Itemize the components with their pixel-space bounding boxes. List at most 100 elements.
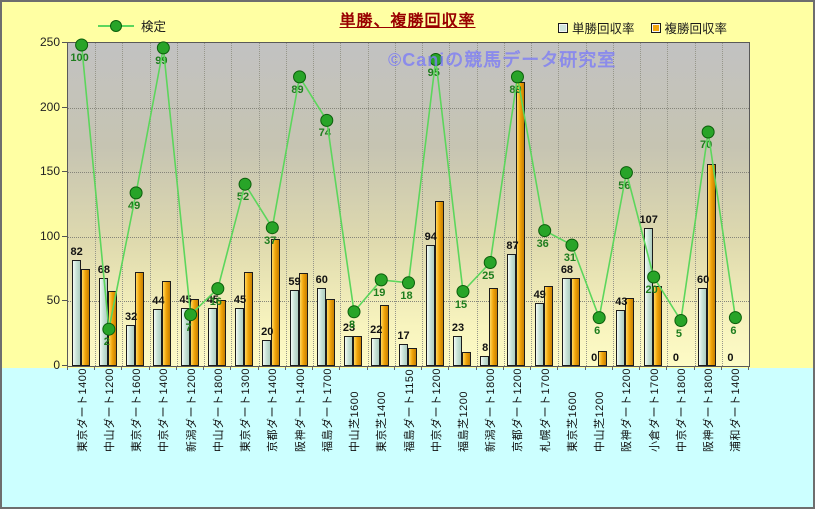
kentei-dot-2[interactable]: [129, 186, 143, 200]
gridline-v: [95, 43, 97, 366]
x-axis-label: 阪神ダート1400: [294, 368, 307, 452]
x-axis-label: 札幌ダート1700: [539, 368, 552, 452]
kentei-dot-1[interactable]: [102, 322, 116, 336]
bar-tansho-7[interactable]: [262, 340, 272, 366]
bar-fukusho-18[interactable]: [570, 278, 580, 366]
bar-tansho-20[interactable]: [616, 310, 626, 366]
x-axis-tick: [720, 366, 722, 370]
bar-fukusho-10[interactable]: [353, 336, 363, 366]
kentei-dot-20[interactable]: [619, 166, 633, 180]
bar-tansho-12[interactable]: [398, 344, 408, 366]
bar-tansho-9[interactable]: [316, 288, 326, 366]
kentei-dot-21[interactable]: [647, 270, 661, 284]
kentei-dot-24[interactable]: [728, 311, 742, 325]
bar-tansho-16[interactable]: [507, 253, 517, 366]
kentei-dot-19[interactable]: [592, 311, 606, 325]
watermark: ©Caniの競馬データ研究室: [388, 50, 617, 70]
legend-kentei[interactable]: 検定: [98, 16, 166, 35]
bar-tansho-2[interactable]: [126, 324, 136, 366]
kentei-dot-7[interactable]: [265, 221, 279, 235]
legend-entry-fukusho[interactable]: 複勝回収率: [650, 18, 728, 37]
bar-fukusho-8[interactable]: [298, 272, 308, 366]
x-axis-label: 東京ダート1300: [240, 368, 253, 452]
bar-fukusho-0[interactable]: [80, 269, 90, 366]
bar-tansho-18[interactable]: [561, 278, 571, 366]
plot-area[interactable]: 82 100 68 2 32 49 44 99 45 7 45 16 45 52 20 37 59 89 60 74 2…: [67, 38, 750, 367]
bar-fukusho-11[interactable]: [380, 305, 390, 366]
bar-fukusho-19[interactable]: [598, 350, 608, 366]
bar-tansho-10[interactable]: [344, 336, 354, 366]
kentei-dot-18[interactable]: [565, 238, 579, 252]
bar-fukusho-2[interactable]: [135, 271, 145, 366]
kentei-dot-14[interactable]: [456, 285, 470, 298]
x-axis-label: 福島芝1200: [457, 391, 470, 452]
bar-tansho-4[interactable]: [180, 307, 190, 366]
kentei-value-label: 31: [563, 252, 577, 265]
bar-tansho-11[interactable]: [371, 337, 381, 366]
kentei-dot-23[interactable]: [701, 125, 715, 139]
bar-tansho-6[interactable]: [235, 307, 245, 366]
bar-tansho-5[interactable]: [207, 307, 217, 366]
kentei-value-label: 100: [70, 52, 89, 64]
tansho-value-label: 43: [615, 296, 628, 309]
bar-fukusho-3[interactable]: [162, 280, 172, 366]
kentei-dot-4[interactable]: [184, 308, 198, 322]
x-axis-label: 阪神ダート1200: [621, 368, 634, 452]
kentei-dot-8[interactable]: [293, 70, 307, 84]
kentei-dot-12[interactable]: [402, 276, 415, 290]
kentei-value-label: 7: [185, 321, 192, 334]
kentei-dot-17[interactable]: [538, 224, 552, 238]
chart-title[interactable]: 単勝、複勝回収率: [339, 13, 476, 30]
kentei-dot-9[interactable]: [320, 113, 334, 127]
bar-fukusho-23[interactable]: [707, 164, 717, 366]
kentei-dot-3[interactable]: [156, 41, 170, 55]
kentei-dot-15[interactable]: [483, 256, 497, 269]
bar-tansho-23[interactable]: [698, 288, 708, 366]
bar-tansho-14[interactable]: [452, 336, 462, 366]
bar-tansho-0[interactable]: [71, 260, 81, 366]
gridline-v: [149, 43, 151, 366]
gridline-v: [558, 43, 560, 366]
bar-tansho-15[interactable]: [480, 355, 490, 366]
kentei-value-label: 16: [209, 295, 222, 308]
legend-entry-tansho[interactable]: 単勝回収率: [558, 18, 635, 37]
bar-tansho-3[interactable]: [153, 309, 163, 366]
x-axis-label: 東京芝1400: [376, 391, 389, 452]
gridline-v: [585, 43, 587, 366]
bar-fukusho-13[interactable]: [434, 200, 444, 366]
kentei-dot-22[interactable]: [674, 314, 688, 327]
bar-fukusho-14[interactable]: [461, 351, 471, 366]
bar-fukusho-9[interactable]: [325, 298, 335, 366]
gridline-v: [285, 43, 287, 366]
kentei-dot-10[interactable]: [347, 305, 361, 319]
kentei-dot-6[interactable]: [238, 177, 252, 191]
bar-fukusho-15[interactable]: [489, 288, 499, 366]
x-axis-tick: [748, 366, 749, 370]
bar-tansho-17[interactable]: [534, 302, 544, 366]
kentei-dot-11[interactable]: [374, 273, 388, 287]
tansho-value-label: 23: [342, 322, 356, 335]
legend-fukusho-label: 複勝回収率: [664, 22, 728, 36]
tansho-value-label: 59: [288, 275, 301, 288]
kentei-dot-16[interactable]: [510, 70, 524, 84]
y-axis-label: 250: [39, 35, 60, 49]
bar-fukusho-6[interactable]: [244, 271, 254, 366]
tansho-value-label: 60: [697, 274, 710, 287]
kentei-dot-0[interactable]: [75, 38, 89, 52]
bar-tansho-21[interactable]: [643, 227, 653, 366]
kentei-value-label: 6: [594, 324, 601, 337]
bar-fukusho-17[interactable]: [543, 285, 553, 366]
bar-fukusho-7[interactable]: [271, 239, 281, 366]
x-axis-tick: [366, 366, 368, 370]
kentei-dot-13[interactable]: [429, 53, 443, 66]
bar-fukusho-21[interactable]: [652, 285, 662, 366]
kentei-dot-5[interactable]: [211, 282, 225, 296]
tansho-value-label: 20: [261, 326, 274, 339]
bar-tansho-13[interactable]: [425, 244, 435, 366]
bar-fukusho-4[interactable]: [189, 298, 199, 366]
bar-fukusho-12[interactable]: [407, 347, 417, 366]
bar-fukusho-5[interactable]: [216, 300, 226, 366]
bar-fukusho-20[interactable]: [625, 297, 635, 366]
bar-tansho-8[interactable]: [289, 289, 299, 366]
tansho-value-label: 8: [482, 341, 489, 354]
